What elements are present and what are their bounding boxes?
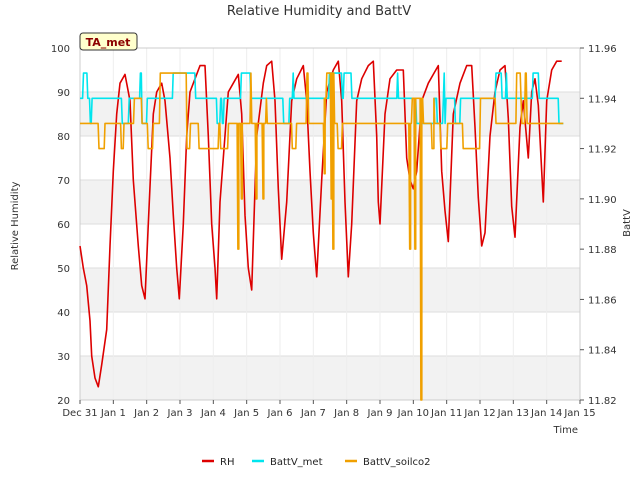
y-right-tick-label: 11.92: [588, 145, 617, 156]
y-right-tick-label: 11.96: [588, 44, 617, 55]
x-axis-ticks: Dec 31 Jan 1 Jan 2 Jan 3 Jan 4 Jan 5 Jan 6 Jan …: [62, 400, 596, 419]
legend-label: BattV_soilco2: [363, 457, 431, 468]
x-tick-label: Jan 8: [333, 408, 359, 419]
y-left-tick-label: 100: [51, 44, 70, 55]
legend-label: RH: [220, 457, 234, 468]
chart-title: Relative Humidity and BattV: [227, 4, 411, 19]
legend-label: BattV_met: [270, 457, 323, 468]
left-axis-ticks: 20 30 40 50 60 70 80 90 100: [51, 44, 70, 407]
right-axis-ticks: 11.82 11.84 11.86 11.88 11.90 11.92 11.94 11.96: [580, 44, 617, 407]
y-right-tick-label: 11.82: [588, 396, 617, 407]
y-left-tick-label: 30: [57, 352, 70, 363]
x-tick-label: Jan 14: [530, 408, 562, 419]
y-left-tick-label: 90: [57, 88, 70, 99]
x-tick-label: Jan 4: [200, 408, 226, 419]
y-right-tick-label: 11.88: [588, 245, 617, 256]
x-tick-label: Jan 13: [497, 408, 529, 419]
tag-label: TA_met: [86, 36, 131, 49]
x-tick-label: Jan 3: [167, 408, 193, 419]
y-axis-left-title: Relative Humidity: [10, 182, 21, 271]
y-left-tick-label: 70: [57, 176, 70, 187]
plot-band: [80, 180, 580, 224]
y-right-tick-label: 11.94: [588, 94, 617, 105]
x-tick-label: Jan 10: [397, 408, 429, 419]
y-left-tick-label: 50: [57, 264, 70, 275]
series-line-battv-soilco2: [80, 72, 564, 401]
plot-area-border: [79, 47, 581, 401]
x-tick-label: Jan 5: [233, 408, 259, 419]
plot-band: [80, 268, 580, 312]
y-left-tick-label: 60: [57, 220, 70, 231]
x-tick-label: Jan 6: [267, 408, 293, 419]
x-tick-label: Jan 9: [367, 408, 393, 419]
legend: RH BattV_met BattV_soilco2: [202, 457, 431, 468]
y-right-tick-label: 11.86: [588, 295, 617, 306]
x-tick-label: Jan 7: [300, 408, 326, 419]
y-right-tick-label: 11.84: [588, 346, 617, 357]
series-lines: [79, 60, 564, 401]
y-left-tick-label: 40: [57, 308, 70, 319]
x-tick-label: Jan 15: [563, 408, 595, 419]
plot-band: [80, 356, 580, 400]
series-line-rh: [79, 60, 562, 388]
x-tick-label: Jan 1: [100, 408, 126, 419]
x-axis-title: Time: [553, 425, 578, 436]
tag-box: TA_met: [79, 32, 138, 51]
x-tick-label: Dec 31: [62, 408, 97, 419]
x-tick-label: Jan 2: [133, 408, 159, 419]
y-right-tick-label: 11.90: [588, 195, 617, 206]
y-axis-right-title: BattV: [622, 209, 633, 237]
y-left-tick-label: 80: [57, 132, 70, 143]
y-left-tick-label: 20: [57, 396, 70, 407]
x-tick-label: Jan 12: [463, 408, 495, 419]
x-tick-label: Jan 11: [430, 408, 462, 419]
